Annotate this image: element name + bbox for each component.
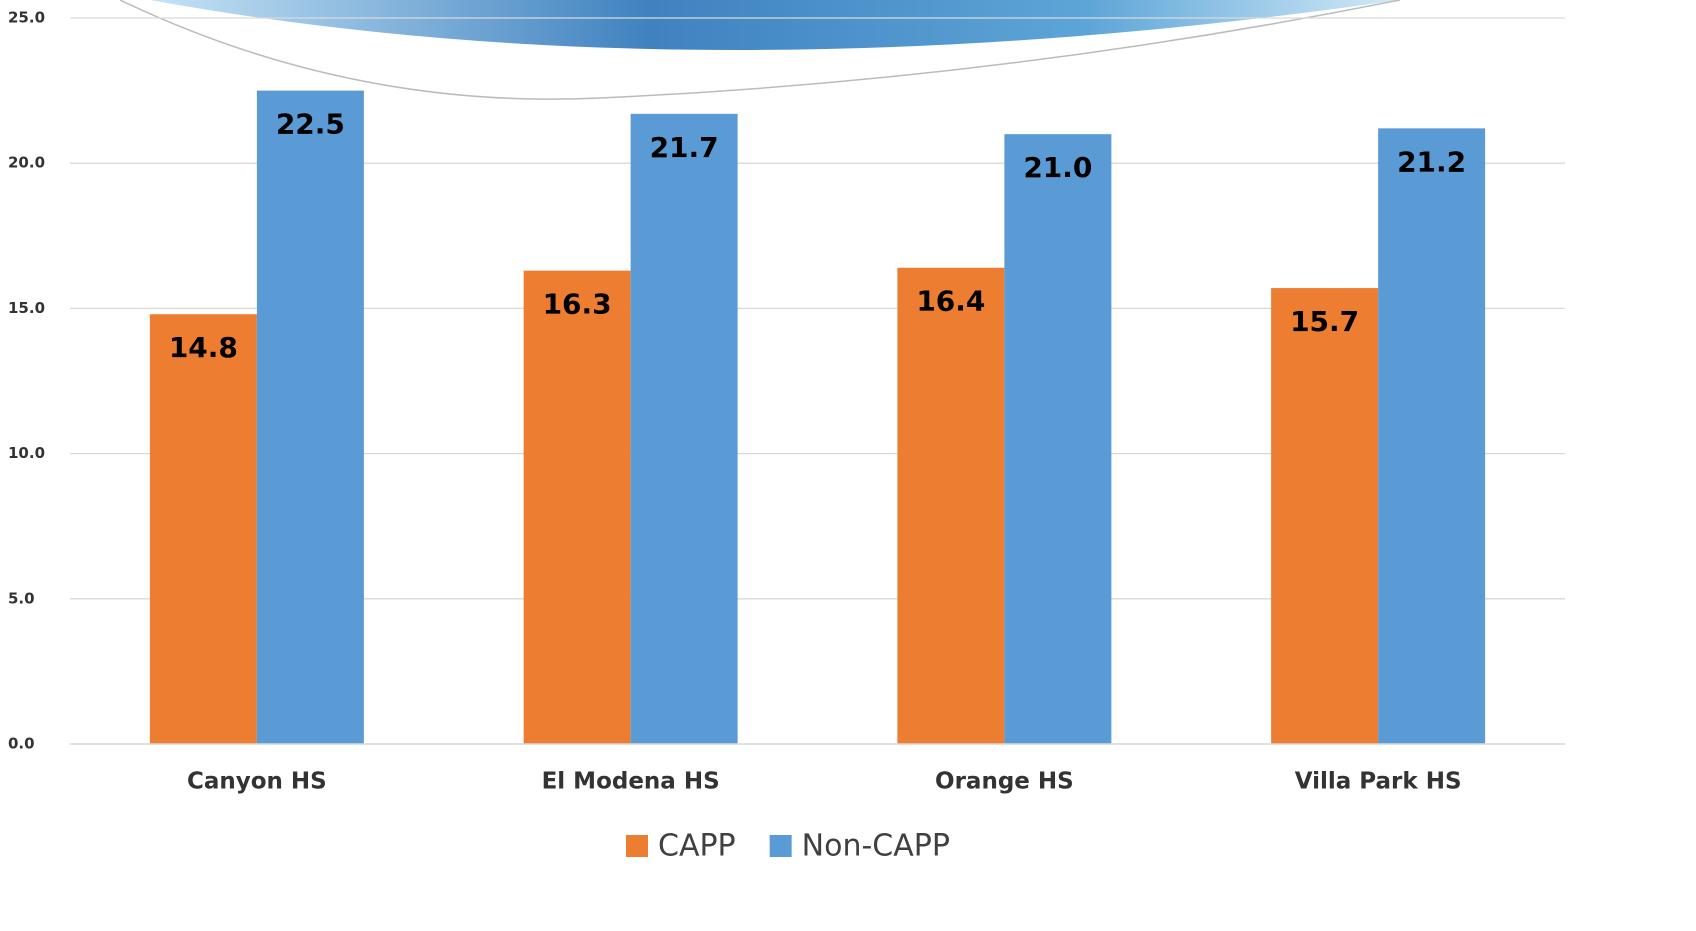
y-tick-label: 10.0 (8, 444, 45, 462)
bar (1004, 134, 1112, 744)
bar (630, 113, 738, 744)
bar (1378, 128, 1486, 745)
value-label: 21.2 (1397, 145, 1466, 178)
value-label: 21.0 (1023, 151, 1092, 184)
legend-label: CAPP (658, 829, 736, 864)
value-label: 15.7 (1290, 305, 1359, 338)
legend-swatch (769, 835, 792, 857)
y-tick-label: 5.0 (8, 589, 35, 607)
y-tick-label: 25.0 (8, 9, 45, 27)
bar (1271, 288, 1379, 744)
value-label: 16.4 (916, 285, 985, 318)
bar (149, 314, 257, 744)
value-label: 16.3 (543, 288, 612, 321)
y-tick-label: 15.0 (8, 299, 45, 317)
x-tick-label: Canyon HS (187, 769, 327, 795)
value-label: 21.7 (650, 131, 719, 164)
legend-swatch (626, 835, 648, 857)
value-label: 22.5 (276, 108, 345, 141)
x-tick-label: Orange HS (935, 769, 1074, 795)
value-label: 14.8 (169, 331, 238, 364)
decoration (119, 0, 1401, 100)
bar (523, 270, 631, 744)
bar (897, 267, 1005, 744)
bar (256, 90, 364, 745)
legend-label: Non-CAPP (802, 829, 950, 864)
x-tick-label: El Modena HS (542, 769, 720, 795)
y-tick-label: 0.0 (8, 735, 35, 753)
y-tick-label: 20.0 (8, 154, 45, 172)
x-tick-label: Villa Park HS (1295, 769, 1462, 795)
